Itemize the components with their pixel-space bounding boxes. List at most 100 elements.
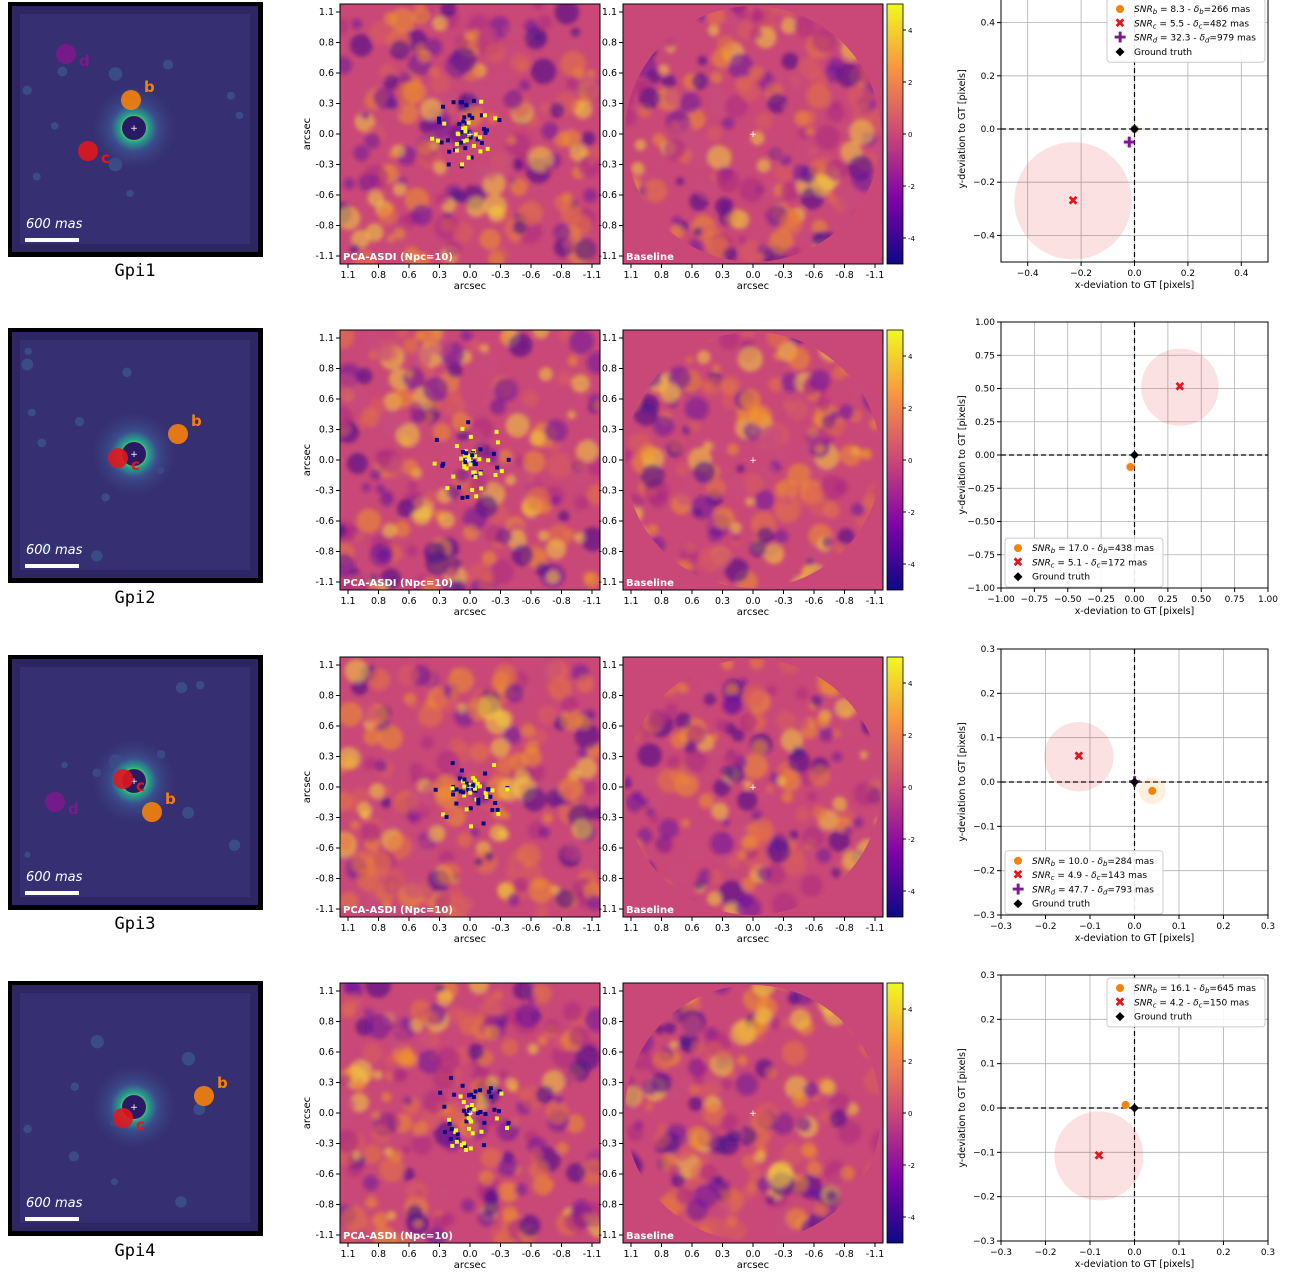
speckle-blob: [769, 1017, 782, 1030]
speckle-blob: [365, 1196, 378, 1209]
inner-residual: [493, 800, 498, 805]
speckle-blob: [765, 863, 786, 885]
speckle-blob: [588, 1186, 600, 1200]
speckle-blob: [385, 202, 395, 212]
speckle-blob: [674, 120, 695, 141]
tspan: =438 mas: [1107, 544, 1154, 554]
speckle-blob: [642, 1079, 659, 1096]
x-tick-label: 1.1: [340, 596, 355, 607]
speckle-blob: [730, 1020, 756, 1046]
speckle: [101, 493, 110, 502]
map-title: Baseline: [626, 905, 674, 916]
speckle-blob: [806, 83, 831, 109]
speckle-blob: [563, 528, 574, 540]
inner-residual: [505, 787, 510, 792]
x-tick-label: 0.8: [654, 1249, 669, 1260]
speckle: [111, 1178, 118, 1186]
speckle-blobs: [340, 983, 600, 1243]
uncertainty-c: [1014, 142, 1132, 260]
speckle-blob: [479, 343, 490, 353]
speckle-blob: [553, 223, 571, 241]
x-tick-label: -0.3: [491, 270, 510, 281]
speckle-blob: [678, 683, 689, 694]
legend-entry: SNRb = 17.0 - δb=438 mas: [1032, 544, 1154, 555]
speckle-blob: [643, 179, 668, 203]
tspan: = 47.7 -: [1055, 885, 1097, 895]
map-title: PCA-ASDI (Npc=10): [343, 578, 453, 589]
speckle-blob: [518, 1214, 541, 1237]
inner-residual: [438, 1090, 443, 1095]
y-tick-label: 0.00: [975, 451, 995, 461]
speckle-blob: [379, 492, 394, 507]
speckle-blob: [703, 692, 717, 706]
tspan: c: [1153, 22, 1157, 30]
x-tick-label: -1.1: [866, 1249, 885, 1260]
speckle-blob: [456, 1009, 477, 1030]
inner-residual: [485, 146, 490, 151]
speckle-blob: [722, 696, 742, 715]
x-tick-label: 0.3: [715, 923, 730, 934]
speckle-blob: [691, 72, 709, 90]
x-tick-label: 0.6: [684, 270, 699, 281]
legend-entry: SNRc = 5.1 - δc=172 mas: [1032, 558, 1147, 569]
speckle-blob: [395, 423, 420, 448]
speckle-blob: [773, 1222, 793, 1241]
speckle-blob: [543, 1005, 553, 1015]
speckle-blob: [742, 473, 764, 494]
speckle-blob: [720, 1113, 738, 1132]
speckle-blob: [829, 1109, 848, 1128]
x-tick-label: -0.3: [491, 923, 510, 934]
tspan: SNR: [1032, 885, 1051, 895]
y-tick-label: 0.8: [602, 1017, 617, 1028]
inner-residual: [478, 149, 483, 154]
inner-residual: [496, 1109, 501, 1114]
x-tick-label: −0.25: [1087, 595, 1115, 605]
inner-residual: [475, 781, 480, 786]
speckle-blob: [367, 190, 384, 207]
speckle-blob: [870, 771, 881, 791]
speckle-blob: [625, 794, 644, 812]
speckle-blob: [819, 475, 845, 501]
y-tick-label: 0.8: [602, 38, 617, 49]
x-tick-label: −0.3: [990, 1248, 1012, 1258]
speckle-blob: [566, 1163, 586, 1183]
y-tick-label: 0.6: [319, 394, 334, 405]
companion-b-marker: [121, 90, 141, 110]
marker-c: ✖: [1013, 868, 1024, 883]
speckle-blob: [565, 1114, 585, 1134]
inner-residual: [460, 100, 465, 105]
y-axis-label: y-deviation to GT [pixels]: [957, 395, 968, 514]
star-center-marker: +: [130, 450, 138, 460]
raw-image-gpi2: + b c 600 mas: [8, 328, 263, 583]
speckle-blob: [554, 4, 580, 25]
speckle-blob: [570, 27, 581, 38]
speckle-blob: [392, 1232, 412, 1243]
speckle-blob: [469, 983, 489, 995]
speckle: [61, 761, 68, 769]
x-tick-label: -0.8: [835, 596, 854, 607]
speckle-blob: [402, 873, 429, 900]
legend-entry: SNRc = 4.2 - δc=150 mas: [1134, 998, 1249, 1009]
speckle-blob: [373, 1212, 389, 1228]
tspan: SNR: [1032, 544, 1051, 554]
speckle-blob: [511, 158, 524, 171]
x-tick-label: −0.2: [1035, 922, 1057, 932]
speckle-blob: [625, 448, 634, 462]
inner-residual: [474, 494, 479, 499]
speckle-blob: [793, 15, 816, 38]
coronagraph-mask: [122, 116, 146, 140]
inner-residual: [442, 1130, 447, 1135]
speckle-blob: [574, 723, 600, 749]
speckle-blob: [749, 540, 767, 557]
speckle-blob: [781, 1040, 807, 1066]
speckle-blob: [567, 33, 584, 50]
star-center: +: [749, 783, 757, 793]
tspan: =150 mas: [1202, 998, 1249, 1008]
speckle-blob: [418, 330, 442, 346]
inner-residual: [478, 135, 483, 140]
x-tick-label: 1.1: [623, 1249, 638, 1260]
speckle-blob: [510, 178, 528, 196]
speckle-blob: [735, 1072, 759, 1096]
speckle-blob: [501, 1038, 519, 1056]
speckle-blob: [806, 791, 818, 802]
